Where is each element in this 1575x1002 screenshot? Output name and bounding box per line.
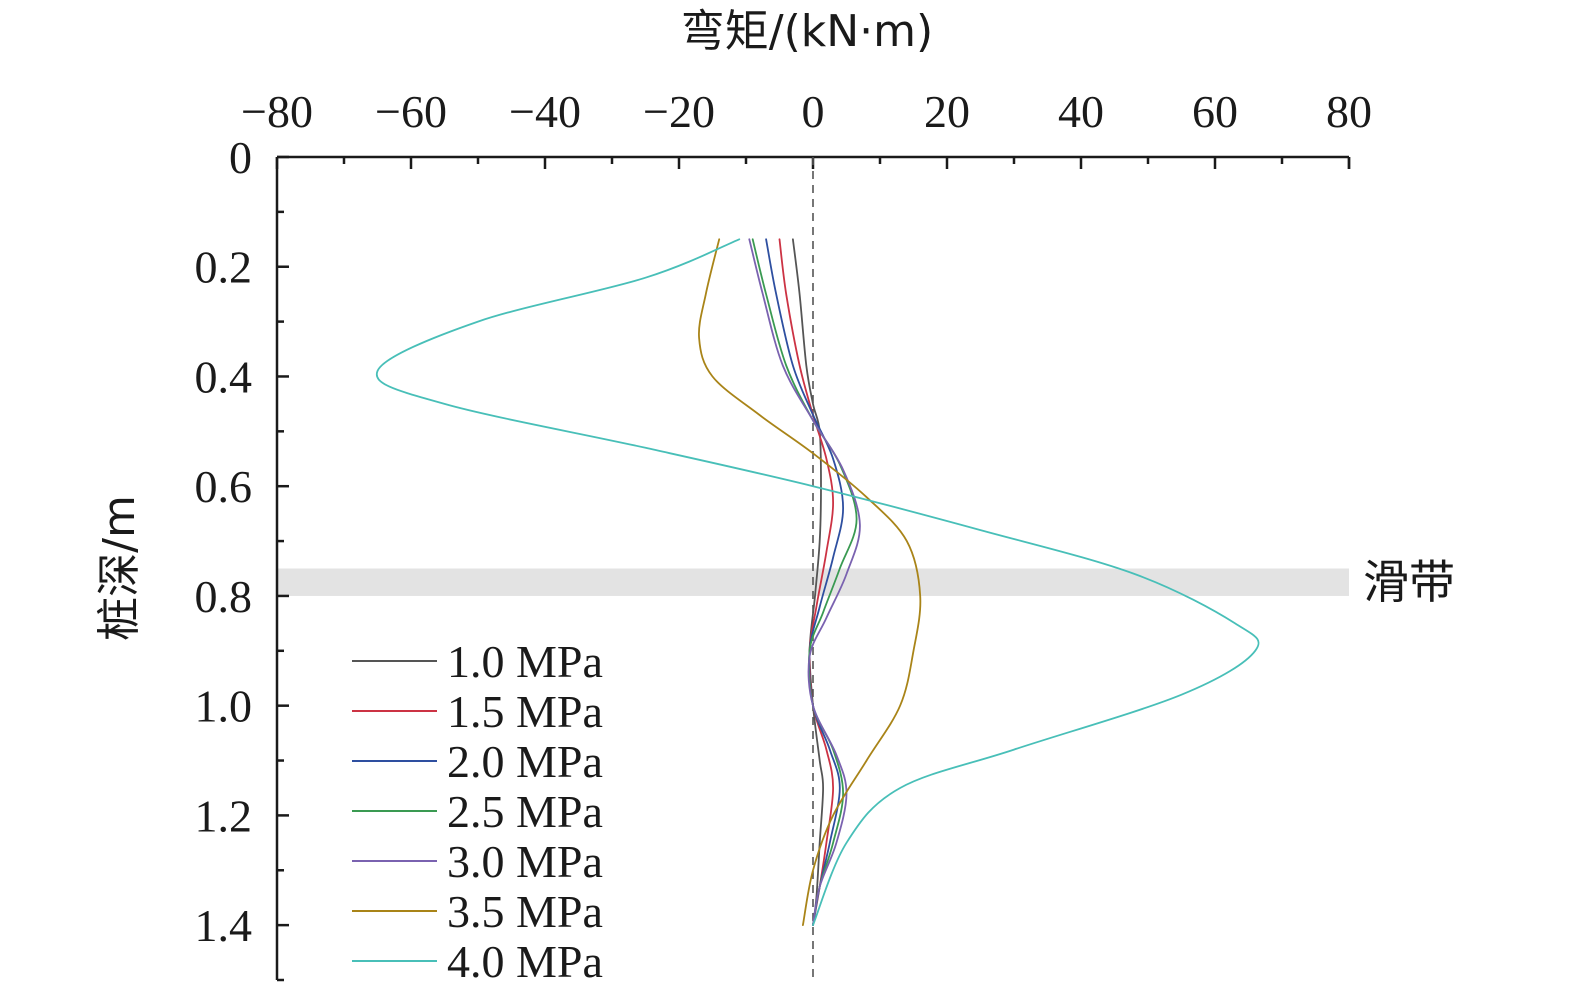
y-tick-label: 0.8 [195,571,253,622]
legend-label: 2.0 MPa [447,736,603,787]
x-tick-label: −80 [241,86,313,137]
legend-label: 1.0 MPa [447,636,603,687]
legend-label: 3.0 MPa [447,836,603,887]
x-tick-label: 60 [1192,86,1238,137]
legend-label: 1.5 MPa [447,686,603,737]
y-axis-title: 桩深/m [94,495,145,641]
series-group [375,238,1260,926]
x-tick-label: 0 [802,86,825,137]
x-tick-label: −60 [375,86,447,137]
y-tick-label: 0.2 [195,242,253,293]
series-line-4-0-mpa [375,238,1260,926]
x-tick-label: 40 [1058,86,1104,137]
y-tick-label: 1.0 [195,681,253,732]
slip-band-label: 滑带 [1363,555,1455,609]
legend-label: 4.0 MPa [447,936,603,987]
x-axis-title: 弯矩/(kN·m) [681,6,933,57]
legend-label: 3.5 MPa [447,886,603,937]
series-line-2-0-mpa [765,238,844,926]
y-tick-label: 0.4 [195,351,253,402]
series-line-3-5-mpa [698,238,922,926]
x-tick-label: −40 [509,86,581,137]
series-line-1-0-mpa [792,238,824,926]
legend-label: 2.5 MPa [447,786,603,837]
series-line-2-5-mpa [751,238,858,926]
y-tick-label: 0 [229,132,252,183]
y-tick-label: 1.2 [195,790,253,841]
y-tick-label: 1.4 [195,900,253,951]
axes: −80 −60 −40 −20 0 20 40 60 80 0 0.2 0.4 0.6 0.8 1.0 1.2… [195,86,1372,982]
x-tick-label: 80 [1326,86,1372,137]
y-tick-label: 0.6 [195,461,253,512]
x-tick-label: −20 [643,86,715,137]
x-tick-label: 20 [924,86,970,137]
series-line-3-0-mpa [748,238,861,926]
